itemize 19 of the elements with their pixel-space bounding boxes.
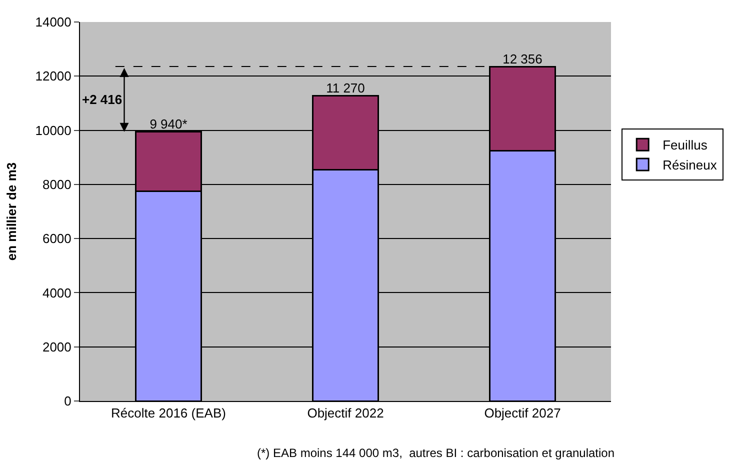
annotation: +2 416 — [82, 92, 122, 107]
y-tick-label: 8000 — [42, 176, 72, 192]
legend-label: Feuillus — [662, 138, 708, 153]
legend-label: Résineux — [662, 158, 718, 173]
x-tick-label: Récolte 2016 (EAB) — [111, 406, 226, 421]
total-label: 12 356 — [502, 51, 542, 66]
x-tick-label: Objectif 2027 — [484, 406, 561, 421]
x-tick-label: Objectif 2022 — [307, 406, 384, 421]
total-label: 9 940* — [150, 116, 188, 132]
text: (*) EAB moins 144 000 m3, autres BI : carbonisation et granulation — [257, 446, 615, 460]
y-axis-title: en millier de m3 — [4, 162, 20, 261]
y-tick-label: 4000 — [42, 285, 72, 300]
y-tick-label: 0 — [64, 394, 72, 409]
total-label: 11 270 — [326, 80, 365, 96]
y-tick-label: 2000 — [42, 339, 72, 354]
y-tick-label: 14000 — [35, 14, 72, 30]
y-tick-label: 6000 — [42, 231, 72, 246]
y-tick-label: 12000 — [35, 68, 72, 84]
y-tick-label: 10000 — [35, 122, 72, 138]
